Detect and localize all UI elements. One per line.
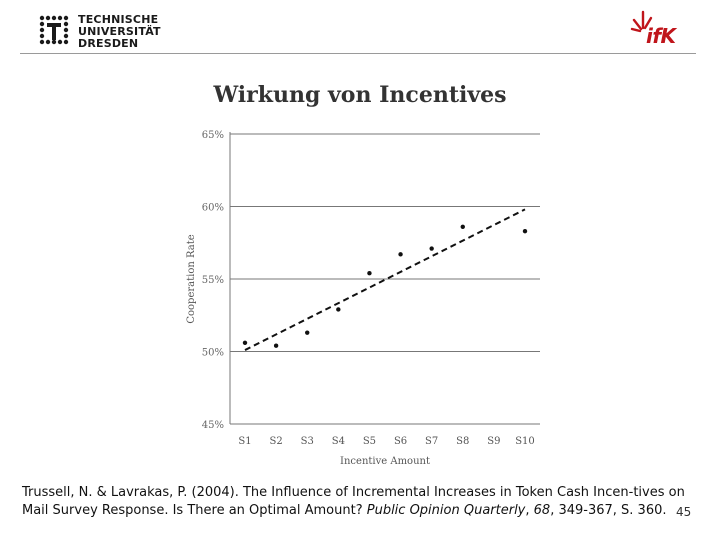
chart-points bbox=[242, 224, 528, 348]
chart-gridlines bbox=[230, 133, 540, 425]
x-tick-label: S9 bbox=[487, 436, 500, 447]
data-point bbox=[242, 340, 248, 345]
data-point bbox=[273, 343, 279, 348]
y-tick-label: 45% bbox=[202, 420, 224, 431]
x-tick-label: S6 bbox=[394, 436, 407, 447]
ifk-rays-icon bbox=[630, 10, 653, 33]
data-point bbox=[522, 228, 528, 234]
citation-volume: 68 bbox=[533, 503, 551, 518]
x-tick-label: S3 bbox=[301, 436, 314, 447]
data-point bbox=[367, 271, 372, 276]
citation-journal: Public Opinion Quarterly bbox=[366, 503, 526, 518]
tud-line-1: TECHNISCHE bbox=[78, 13, 159, 26]
page-number: 45 bbox=[676, 505, 692, 519]
y-axis-title: Cooperation Rate bbox=[186, 234, 197, 323]
x-tick-label: S2 bbox=[270, 436, 283, 447]
chart-trendline bbox=[244, 208, 526, 351]
tu-dresden-wordmark: TECHNISCHE UNIVERSITÄT DRESDEN bbox=[78, 14, 161, 50]
trendline bbox=[244, 208, 526, 351]
slide-title: Wirkung von Incentives bbox=[0, 82, 720, 108]
chart-labels: 45% 50% 55% 60% 65% S1 S2 S3 S4 S5 S6 S7 S8 S9 S10 Ince… bbox=[186, 130, 535, 467]
source-citation: Trussell, N. & Lavrakas, P. (2004). The … bbox=[22, 484, 706, 520]
x-tick-label: S1 bbox=[238, 436, 251, 447]
x-tick-label: S8 bbox=[456, 436, 469, 447]
x-tick-label: S4 bbox=[332, 436, 345, 447]
y-tick-label: 55% bbox=[202, 275, 224, 286]
y-tick-label: 60% bbox=[202, 203, 224, 214]
tu-dresden-logo: TECHNISCHE UNIVERSITÄT DRESDEN bbox=[38, 12, 161, 52]
citation-authors: Trussell, N. & Lavrakas, P. (2004). The … bbox=[22, 485, 685, 518]
data-point bbox=[429, 246, 434, 251]
data-point bbox=[336, 307, 341, 312]
data-point bbox=[398, 252, 403, 257]
slide-header: TECHNISCHE UNIVERSITÄT DRESDEN ifK bbox=[0, 0, 720, 60]
ifk-wordmark: ifK bbox=[646, 24, 676, 48]
data-point bbox=[460, 224, 465, 229]
tud-line-3: DRESDEN bbox=[78, 37, 139, 50]
header-divider bbox=[20, 53, 696, 54]
slide-title-text: Wirkung von Incentives bbox=[213, 82, 507, 108]
y-tick-label: 65% bbox=[202, 130, 224, 141]
cooperation-rate-chart: 45% 50% 55% 60% 65% S1 S2 S3 S4 S5 S6 S7 S8 S9 S10 Ince… bbox=[186, 130, 540, 467]
x-tick-label: S5 bbox=[363, 436, 376, 447]
data-point bbox=[305, 330, 310, 335]
tud-line-2: UNIVERSITÄT bbox=[78, 25, 161, 38]
x-axis-title: Incentive Amount bbox=[340, 456, 430, 467]
x-tick-label: S10 bbox=[515, 436, 535, 447]
citation-pages: , 349-367, S. 360. bbox=[550, 503, 667, 518]
citation-sep: , bbox=[525, 503, 534, 518]
y-tick-label: 50% bbox=[202, 348, 224, 359]
tu-dresden-emblem-icon bbox=[39, 15, 69, 45]
ifk-logo: ifK bbox=[630, 8, 692, 48]
x-tick-label: S7 bbox=[425, 436, 438, 447]
